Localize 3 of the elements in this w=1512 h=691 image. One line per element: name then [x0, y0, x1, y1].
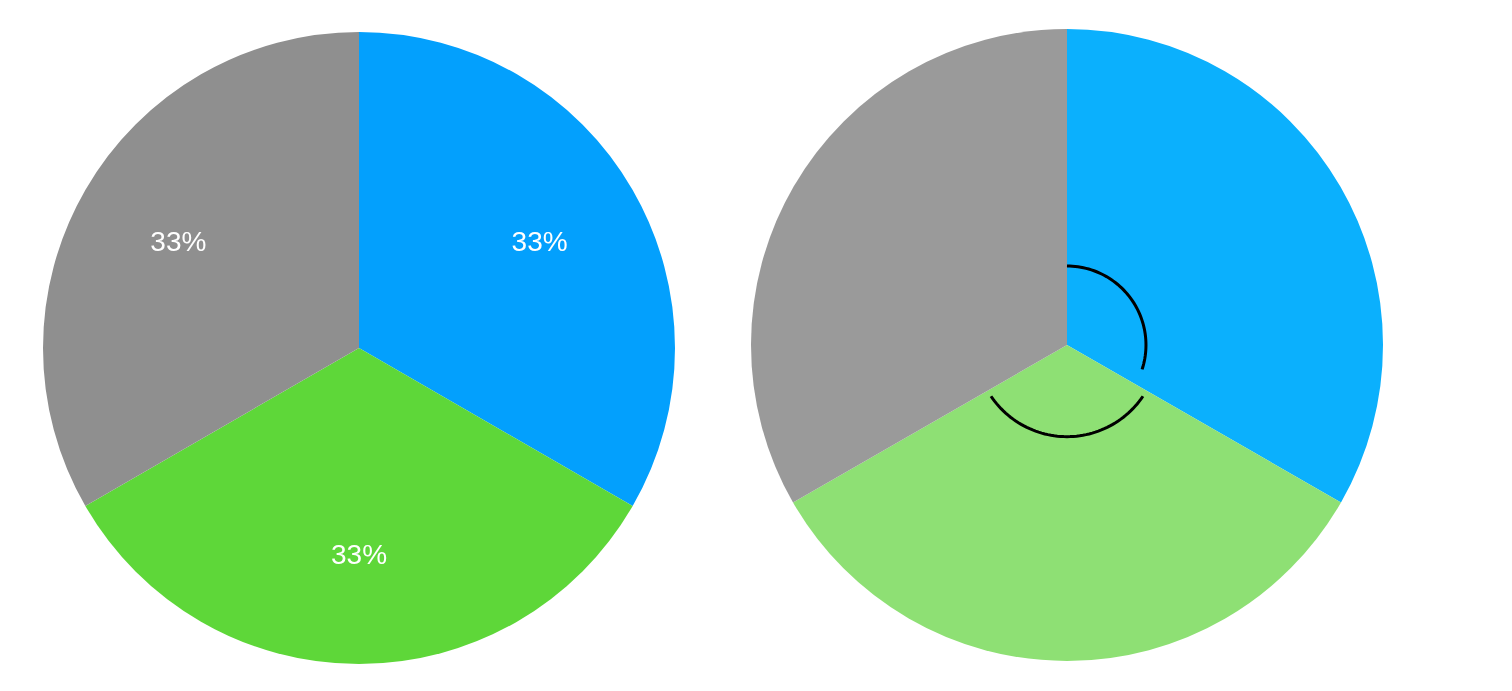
data-label: 33% — [150, 226, 207, 258]
data-label: 33% — [330, 539, 388, 571]
data-label: 33% — [511, 226, 568, 258]
